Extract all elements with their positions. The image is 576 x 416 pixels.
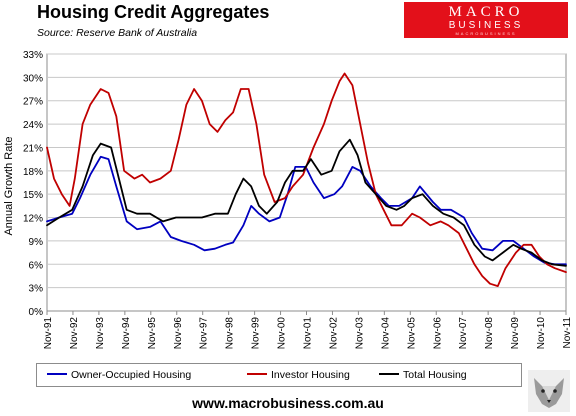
y-tick-label: 3% [29, 284, 44, 295]
logo-line-2: BUSINESS [448, 20, 524, 31]
wolf-mascot-icon [528, 370, 570, 412]
plot-area [46, 53, 567, 312]
y-axis-ticks: 0% 3% 6% 9% 12% 15% 18% 21% 24% 27% 30% 33% [23, 50, 43, 318]
y-tick-label: 24% [23, 120, 43, 131]
x-tick-label: Nov-92 [69, 317, 80, 350]
series-total-line [46, 138, 567, 267]
legend-item-total: Total Housing [379, 369, 467, 381]
x-tick-label: Nov-11 [562, 317, 573, 349]
y-tick-label: 18% [23, 167, 43, 178]
x-tick-label: Nov-02 [328, 317, 339, 350]
x-tick-label: Nov-07 [458, 317, 469, 350]
y-tick-label: 0% [29, 307, 44, 318]
legend-swatch-investor [247, 373, 267, 376]
x-tick-label: Nov-06 [432, 317, 443, 350]
logo-line-3: MACROBUSINESS [455, 31, 517, 36]
plot-frame [46, 53, 567, 312]
x-tick-label: Nov-00 [277, 317, 288, 350]
footer-url: www.macrobusiness.com.au [192, 395, 384, 411]
x-axis-ticks: Nov-91 Nov-92 Nov-93 Nov-94 Nov-95 Nov-96 Nov-… [43, 311, 573, 349]
legend-label-total: Total Housing [403, 369, 467, 381]
y-tick-label: 33% [23, 50, 43, 61]
legend-item-investor: Investor Housing [247, 369, 350, 381]
gridlines [47, 53, 566, 289]
series-investor-line [46, 72, 567, 288]
chart-source: Source: Reserve Bank of Australia [37, 27, 198, 39]
x-tick-label: Nov-08 [484, 317, 495, 350]
x-tick-label: Nov-04 [380, 317, 391, 350]
x-tick-label: Nov-01 [303, 317, 314, 350]
x-tick-label: Nov-09 [510, 317, 521, 350]
legend-label-investor: Investor Housing [271, 369, 350, 381]
y-tick-label: 12% [23, 214, 43, 225]
x-tick-label: Nov-05 [406, 317, 417, 350]
legend-item-owner: Owner-Occupied Housing [47, 369, 191, 381]
x-tick-label: Nov-96 [173, 317, 184, 350]
x-tick-label: Nov-99 [251, 317, 262, 350]
legend-swatch-total [379, 373, 399, 376]
y-tick-label: 21% [23, 143, 43, 154]
y-tick-label: 15% [23, 190, 43, 201]
chart-title: Housing Credit Aggregates [37, 2, 270, 22]
x-tick-label: Nov-94 [121, 317, 132, 350]
x-tick-label: Nov-97 [199, 317, 210, 350]
x-tick-label: Nov-10 [536, 317, 547, 350]
x-tick-label: Nov-91 [43, 317, 54, 350]
legend-swatch-owner [47, 373, 67, 376]
macrobusiness-logo: MACRO BUSINESS MACROBUSINESS [404, 2, 568, 38]
logo-line-1: MACRO [448, 4, 524, 20]
y-axis-label: Annual Growth Rate [3, 136, 15, 235]
y-tick-label: 27% [23, 97, 43, 108]
x-tick-label: Nov-95 [147, 317, 158, 350]
y-tick-label: 6% [29, 260, 44, 271]
y-tick-label: 30% [23, 73, 43, 84]
legend-label-owner: Owner-Occupied Housing [71, 369, 192, 381]
x-tick-label: Nov-98 [225, 317, 236, 350]
y-tick-label: 9% [29, 237, 44, 248]
x-tick-label: Nov-03 [354, 317, 365, 350]
series-layer [46, 72, 567, 288]
x-tick-label: Nov-93 [95, 317, 106, 350]
chart-legend: Owner-Occupied Housing Investor Housing … [36, 363, 522, 387]
